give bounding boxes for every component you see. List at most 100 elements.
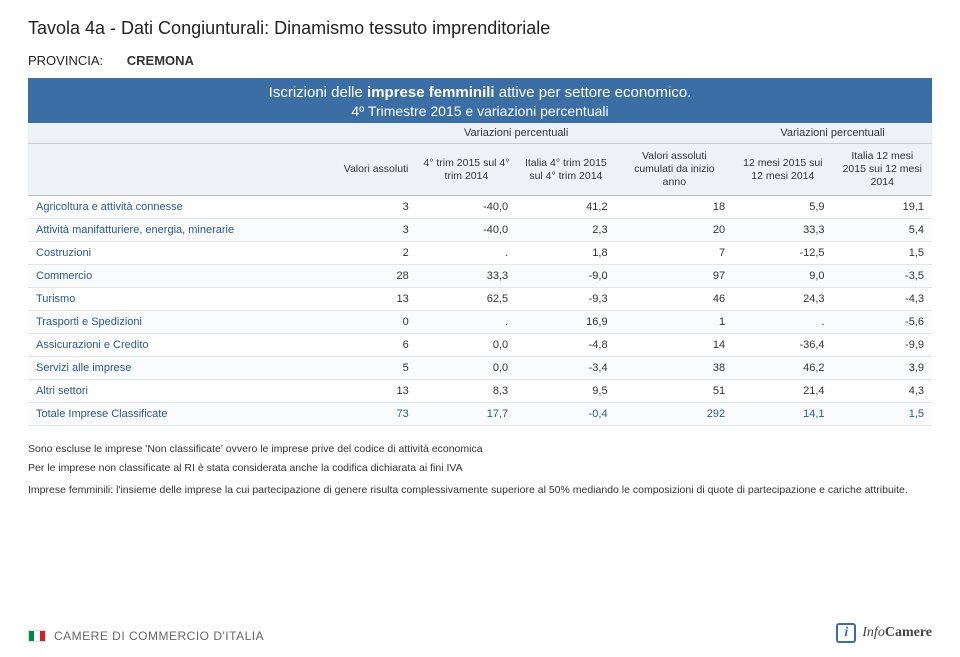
- cell-c1: 33,3: [417, 265, 516, 288]
- th-group-varpct-2: Variazioni percentuali: [733, 123, 932, 144]
- cell-c5: -4,3: [833, 288, 932, 311]
- banner: Iscrizioni delle imprese femminili attiv…: [28, 78, 932, 123]
- cell-c2: 2,3: [516, 219, 615, 242]
- footer-right-suffix: Camere: [885, 625, 932, 640]
- italy-flag-icon: [28, 630, 46, 642]
- data-table: Variazioni percentuali Variazioni percen…: [28, 123, 932, 426]
- cell-va: 13: [335, 380, 416, 403]
- cell-c5: -9,9: [833, 334, 932, 357]
- cell-c3: 7: [616, 242, 734, 265]
- th-empty3: [616, 123, 734, 144]
- cell-c3: 51: [616, 380, 734, 403]
- cell-c4: -12,5: [733, 242, 832, 265]
- cell-c3: 14: [616, 334, 734, 357]
- footer: CAMERE DI COMMERCIO D'ITALIA i InfoCamer…: [28, 623, 932, 643]
- cell-va: 5: [335, 357, 416, 380]
- table-row: Trasporti e Spedizioni0.16,91.-5,6: [28, 311, 932, 334]
- cell-c4: 21,4: [733, 380, 832, 403]
- cell-sector: Costruzioni: [28, 242, 335, 265]
- cell-c4: -36,4: [733, 334, 832, 357]
- page-title: Tavola 4a - Dati Congiunturali: Dinamism…: [28, 18, 932, 39]
- cell-c1: 0,0: [417, 357, 516, 380]
- cell-sector: Servizi alle imprese: [28, 357, 335, 380]
- cell-c4: 24,3: [733, 288, 832, 311]
- cell-c4: 5,9: [733, 196, 832, 219]
- th-empty: [28, 123, 335, 144]
- info-icon: i: [836, 623, 856, 643]
- table-row: Altri settori138,39,55121,44,3: [28, 380, 932, 403]
- table-row: Attività manifatturiere, energia, minera…: [28, 219, 932, 242]
- cell-c3: 38: [616, 357, 734, 380]
- cell-c4: 46,2: [733, 357, 832, 380]
- note-3: Imprese femminili: l'insieme delle impre…: [28, 483, 932, 497]
- cell-c5: 1,5: [833, 242, 932, 265]
- cell-c2: -9,3: [516, 288, 615, 311]
- province-label: PROVINCIA:: [28, 53, 103, 68]
- cell-c2: -4,8: [516, 334, 615, 357]
- th-valori-assoluti: Valori assoluti: [335, 144, 416, 196]
- table-row: Costruzioni2.1,87-12,51,5: [28, 242, 932, 265]
- th-col4: 12 mesi 2015 sui 12 mesi 2014: [733, 144, 832, 196]
- cell-c3: 292: [616, 403, 734, 426]
- cell-c2: -3,4: [516, 357, 615, 380]
- table-row: Commercio2833,3-9,0979,0-3,5: [28, 265, 932, 288]
- cell-c4: 9,0: [733, 265, 832, 288]
- cell-va: 6: [335, 334, 416, 357]
- cell-sector: Totale Imprese Classificate: [28, 403, 335, 426]
- cell-c2: -0,4: [516, 403, 615, 426]
- notes: Sono escluse le imprese 'Non classificat…: [28, 442, 932, 497]
- cell-c2: 1,8: [516, 242, 615, 265]
- cell-c1: .: [417, 242, 516, 265]
- footer-right-prefix: Info: [862, 625, 885, 640]
- cell-c5: -3,5: [833, 265, 932, 288]
- banner-line1-post: attive per settore economico.: [495, 84, 692, 101]
- cell-va: 3: [335, 196, 416, 219]
- cell-va: 13: [335, 288, 416, 311]
- footer-right-text: InfoCamere: [862, 625, 932, 641]
- cell-c3: 97: [616, 265, 734, 288]
- cell-sector: Attività manifatturiere, energia, minera…: [28, 219, 335, 242]
- cell-sector: Assicurazioni e Credito: [28, 334, 335, 357]
- th-group-varpct-1: Variazioni percentuali: [417, 123, 616, 144]
- table-row: Totale Imprese Classificate7317,7-0,4292…: [28, 403, 932, 426]
- cell-sector: Agricoltura e attività connesse: [28, 196, 335, 219]
- cell-c1: 62,5: [417, 288, 516, 311]
- th-col5: Italia 12 mesi 2015 sui 12 mesi 2014: [833, 144, 932, 196]
- banner-line1: Iscrizioni delle imprese femminili attiv…: [38, 84, 922, 101]
- cell-c1: 0,0: [417, 334, 516, 357]
- th-empty2: [335, 123, 416, 144]
- cell-va: 3: [335, 219, 416, 242]
- cell-c3: 20: [616, 219, 734, 242]
- cell-sector: Altri settori: [28, 380, 335, 403]
- banner-line2: 4º Trimestre 2015 e variazioni percentua…: [38, 103, 922, 119]
- th-col2: Italia 4° trim 2015 sul 4° trim 2014: [516, 144, 615, 196]
- cell-c1: 8,3: [417, 380, 516, 403]
- cell-c5: 19,1: [833, 196, 932, 219]
- cell-va: 2: [335, 242, 416, 265]
- cell-c5: -5,6: [833, 311, 932, 334]
- cell-c2: -9,0: [516, 265, 615, 288]
- cell-sector: Turismo: [28, 288, 335, 311]
- table-row: Turismo1362,5-9,34624,3-4,3: [28, 288, 932, 311]
- note-2: Per le imprese non classificate al RI è …: [28, 461, 932, 475]
- cell-c1: -40,0: [417, 219, 516, 242]
- cell-c4: 33,3: [733, 219, 832, 242]
- cell-sector: Trasporti e Spedizioni: [28, 311, 335, 334]
- cell-c1: 17,7: [417, 403, 516, 426]
- province-value: CREMONA: [127, 53, 194, 68]
- cell-va: 28: [335, 265, 416, 288]
- cell-c3: 46: [616, 288, 734, 311]
- cell-c5: 4,3: [833, 380, 932, 403]
- cell-c5: 3,9: [833, 357, 932, 380]
- cell-c2: 41,2: [516, 196, 615, 219]
- footer-right: i InfoCamere: [836, 623, 932, 643]
- province-row: PROVINCIA: CREMONA: [28, 53, 932, 68]
- cell-c5: 1,5: [833, 403, 932, 426]
- th-col3: Valori assoluti cumulati da inizio anno: [616, 144, 734, 196]
- cell-c1: .: [417, 311, 516, 334]
- footer-left: CAMERE DI COMMERCIO D'ITALIA: [28, 629, 264, 643]
- note-1: Sono escluse le imprese 'Non classificat…: [28, 442, 932, 456]
- cell-sector: Commercio: [28, 265, 335, 288]
- banner-line1-bold: imprese femminili: [367, 84, 495, 101]
- table-row: Servizi alle imprese50,0-3,43846,23,9: [28, 357, 932, 380]
